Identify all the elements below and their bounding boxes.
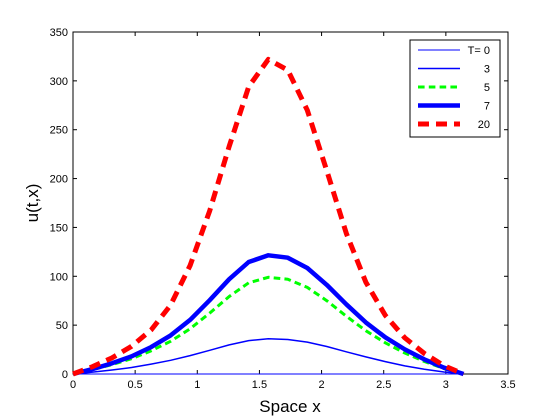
y-tick-label: 200 [50, 174, 68, 186]
legend-label-1: 3 [484, 64, 490, 76]
legend-label-0: T= 0 [468, 45, 490, 57]
y-tick-label: 250 [50, 125, 68, 137]
y-tick-label: 350 [50, 27, 68, 39]
x-tick-label: 0.5 [127, 379, 142, 391]
y-axis-title: u(t,x) [23, 184, 42, 223]
x-tick-label: 1.5 [252, 379, 267, 391]
y-tick-label: 150 [50, 222, 68, 234]
x-tick-label: 3 [443, 379, 449, 391]
legend-label-3: 7 [484, 101, 490, 113]
y-tick-label: 0 [62, 369, 68, 381]
x-tick-label: 3.5 [500, 379, 515, 391]
x-tick-label: 1 [194, 379, 200, 391]
series-line-4 [72, 56, 465, 377]
series-line-1 [72, 338, 464, 375]
series-line-2 [72, 275, 464, 376]
x-tick-label: 0 [70, 379, 76, 391]
y-tick-label: 100 [50, 271, 68, 283]
y-tick-label: 300 [50, 76, 68, 88]
x-tick-label: 2.5 [376, 379, 391, 391]
series-layer [72, 56, 465, 377]
legend-label-2: 5 [484, 82, 490, 94]
y-tick-label: 50 [56, 320, 68, 332]
legend: T= 0 3 5 7 20 [409, 39, 501, 138]
x-axis-title: Space x [259, 397, 321, 416]
series-line-3 [72, 253, 465, 377]
x-tick-label: 2 [319, 379, 325, 391]
y-axis-ticks: 0 50 100 150 200 250 300 350 [50, 27, 508, 381]
legend-label-4: 20 [478, 119, 490, 131]
